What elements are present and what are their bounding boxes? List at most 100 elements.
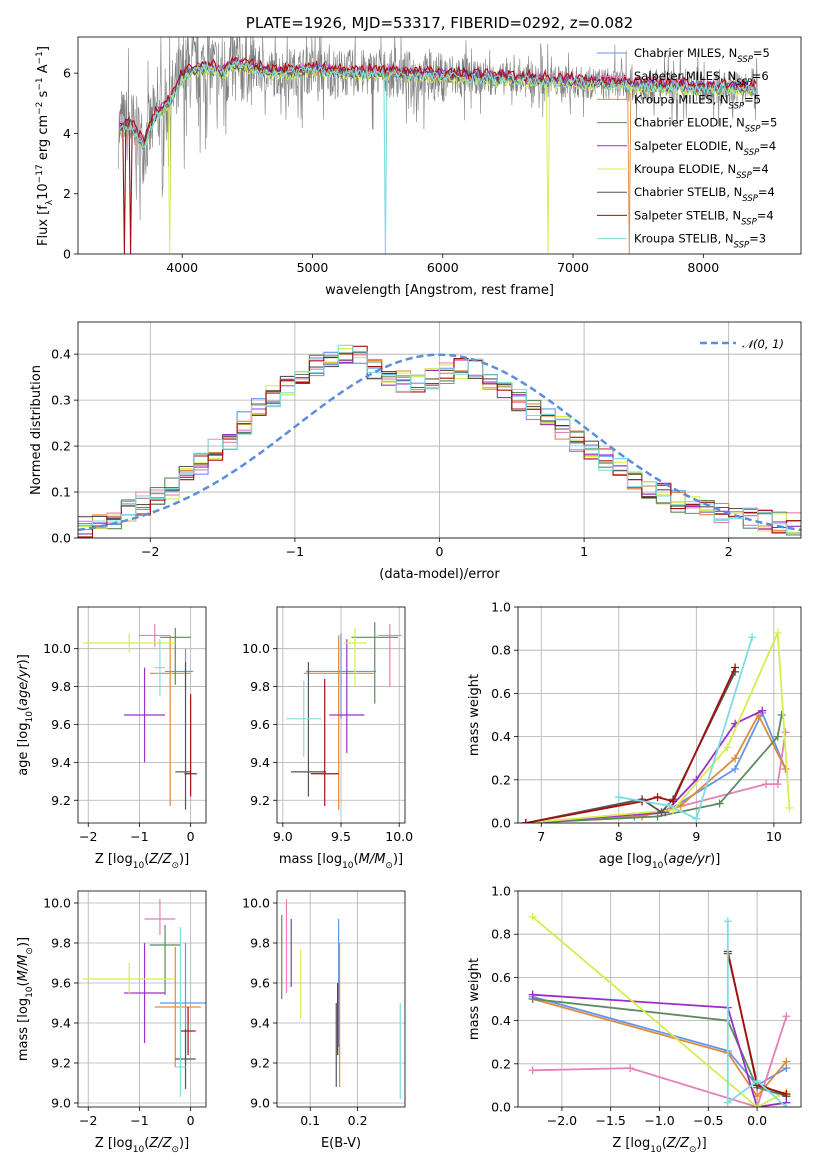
x-axis-label: mass [log10(M/M⊙)] bbox=[279, 852, 403, 871]
x-tick-label: −2 bbox=[79, 1113, 97, 1128]
x-axis-label: wavelength [Angstrom, rest frame] bbox=[325, 283, 554, 298]
axes-frame bbox=[517, 606, 802, 824]
x-tick-label: 8000 bbox=[687, 260, 719, 275]
weight-marker-yellow bbox=[753, 1103, 762, 1107]
weight-marker-gray bbox=[657, 808, 666, 817]
weight-marker-orange bbox=[781, 765, 790, 773]
y-tick-label: 9.2 bbox=[250, 1056, 270, 1071]
y-tick-label: 9.4 bbox=[250, 755, 270, 770]
weight-marker-purple bbox=[758, 706, 767, 715]
y-tick-label: 9.8 bbox=[250, 936, 270, 951]
weight-line-orange bbox=[532, 998, 788, 1098]
weight-marker-yellow bbox=[723, 743, 732, 752]
weight-marker-red bbox=[653, 793, 662, 802]
weight-marker-orange bbox=[731, 754, 740, 763]
legend-entry-normal: 𝒩(0, 1) bbox=[742, 337, 784, 351]
weight-marker-green bbox=[653, 812, 662, 821]
weight-marker-cyan bbox=[723, 917, 732, 926]
weight-vs-z-panel: −2.0 −1.5 −1.0 −0.5 0.0 0.0 0.2 0.4 0.6 0.8 1.0 bbox=[491, 884, 802, 1128]
x-tick-label: 10 bbox=[766, 829, 782, 844]
age-vs-z-panel: −2 −1 0 9.2 9.4 9.6 9.8 10.0 bbox=[43, 606, 207, 844]
weight-marker-red bbox=[521, 819, 530, 823]
x-tick-label: −1 bbox=[286, 544, 304, 559]
y-tick-label: 0.0 bbox=[491, 816, 511, 831]
weight-marker-cyan bbox=[665, 801, 674, 810]
weight-line-orange bbox=[525, 713, 787, 823]
x-tick-label: 8 bbox=[615, 829, 623, 844]
weight-marker-red bbox=[782, 1090, 791, 1099]
y-axis-label: Normed distribution bbox=[29, 365, 44, 495]
x-axis-label: (data-model)/error bbox=[379, 567, 500, 582]
x-tick-label: 9.5 bbox=[331, 829, 351, 844]
weight-marker-pink bbox=[626, 1064, 635, 1073]
y-axis-label: mass weight bbox=[467, 958, 482, 1040]
y-tick-label: 0.4 bbox=[491, 1013, 511, 1028]
histogram-cyan bbox=[78, 344, 801, 534]
y-tick-label: 10.0 bbox=[43, 896, 71, 911]
plot-area bbox=[281, 899, 401, 1099]
x-tick-label: 4000 bbox=[166, 260, 198, 275]
x-tick-label: −2 bbox=[79, 829, 97, 844]
x-tick-label: 2 bbox=[725, 544, 733, 559]
y-tick-label: 9.8 bbox=[51, 679, 71, 694]
y-tick-label: 0.4 bbox=[51, 347, 71, 362]
legend-entry: Kroupa ELODIE, NSSP=4 bbox=[634, 162, 769, 181]
y-tick-label: 6 bbox=[63, 66, 71, 81]
x-axis-label: Z [log10(Z/Z⊙)] bbox=[612, 1136, 706, 1155]
axes-frame bbox=[517, 890, 802, 1108]
legend-entry: Salpeter MILES, NSSP=6 bbox=[634, 69, 769, 88]
plot-area bbox=[528, 912, 791, 1107]
weight-marker-pink bbox=[773, 780, 782, 789]
x-tick-label: 0.2 bbox=[348, 1113, 368, 1128]
x-axis-label: Z [log10(Z/Z⊙)] bbox=[95, 852, 189, 871]
y-axis-label: age [log10(age/yr)] bbox=[16, 654, 35, 776]
y-tick-label: 9.6 bbox=[51, 717, 71, 732]
x-tick-label: −1 bbox=[130, 829, 148, 844]
x-tick-label: −1.5 bbox=[596, 1113, 626, 1128]
weight-marker-yellow bbox=[528, 912, 537, 921]
weight-line-yellow bbox=[532, 916, 787, 1107]
age-vs-mass-panel: 9.0 9.5 10.0 9.2 9.4 9.6 9.8 10.0 bbox=[242, 606, 413, 844]
y-axis-label: mass weight bbox=[467, 674, 482, 756]
x-tick-label: 9.0 bbox=[273, 829, 293, 844]
weight-marker-yellow bbox=[785, 803, 794, 812]
y-tick-label: 0.1 bbox=[51, 485, 71, 500]
weight-marker-blue bbox=[731, 765, 740, 773]
legend-entry: Chabrier ELODIE, NSSP=5 bbox=[634, 116, 777, 135]
weight-marker-purple bbox=[528, 990, 537, 999]
y-axis-label: mass [log10(M/M⊙)] bbox=[16, 937, 35, 1061]
y-tick-label: 0.4 bbox=[491, 729, 511, 744]
chart-title: PLATE=1926, MJD=53317, FIBERID=0292, z=0… bbox=[246, 14, 633, 32]
y-tick-label: 9.6 bbox=[250, 717, 270, 732]
weight-marker-cyan bbox=[753, 1077, 762, 1086]
y-tick-label: 9.2 bbox=[51, 1056, 71, 1071]
y-tick-label: 9.8 bbox=[250, 679, 270, 694]
weight-marker-cyan bbox=[782, 1103, 791, 1107]
axes-frame bbox=[77, 321, 802, 539]
x-tick-label: 10.0 bbox=[385, 829, 413, 844]
y-axis-label: Flux [fλ10−17 erg cm−2 s−1 A−1] bbox=[35, 46, 55, 246]
y-tick-label: 9.8 bbox=[51, 936, 71, 951]
x-tick-label: 0 bbox=[187, 829, 195, 844]
y-tick-label: 2 bbox=[63, 186, 71, 201]
y-tick-label: 0 bbox=[63, 247, 71, 262]
weight-marker-green bbox=[777, 711, 786, 719]
weight-marker-red bbox=[731, 663, 740, 672]
weight-marker-pink bbox=[528, 1066, 537, 1075]
weight-line-purple bbox=[525, 709, 763, 823]
mass-vs-ebv-panel: 0.1 0.2 9.0 9.2 9.4 9.6 9.8 10.0 bbox=[242, 890, 406, 1128]
spectrum-panel: 4000 5000 6000 7000 8000 0 2 4 6 bbox=[63, 36, 802, 275]
legend-entry: Chabrier MILES, NSSP=5 bbox=[634, 46, 770, 65]
y-tick-label: 0.3 bbox=[51, 393, 71, 408]
weight-marker-red bbox=[669, 797, 678, 806]
plot-area bbox=[286, 622, 402, 810]
plot-area bbox=[521, 628, 794, 823]
y-tick-label: 0.2 bbox=[51, 439, 71, 454]
weight-marker-green bbox=[773, 732, 782, 741]
histogram-yellow bbox=[78, 348, 801, 533]
y-tick-label: 9.4 bbox=[250, 1016, 270, 1031]
y-tick-label: 9.0 bbox=[51, 1096, 71, 1111]
x-tick-label: 0.1 bbox=[300, 1113, 320, 1128]
y-tick-label: 9.2 bbox=[51, 793, 71, 808]
axes-frame bbox=[77, 606, 207, 824]
